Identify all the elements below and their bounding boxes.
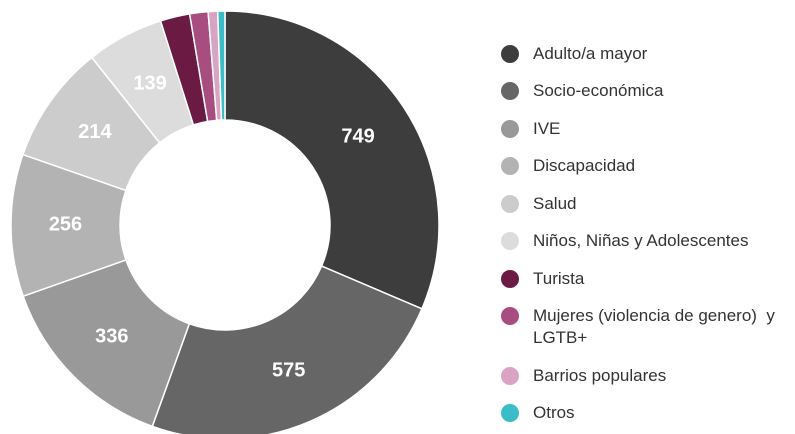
slice-label: 139: [133, 72, 166, 94]
legend-swatch: [501, 404, 519, 423]
legend-swatch: [501, 44, 519, 63]
legend-label: Otros: [533, 403, 575, 423]
legend-swatch: [501, 269, 519, 288]
legend-item: Mujeres (violencia de genero) y LGTB+: [498, 298, 795, 358]
legend-label: Adulto/a mayor: [533, 43, 648, 63]
legend-swatch: [501, 307, 519, 326]
legend-item: Socio-económica: [498, 73, 795, 111]
slice-label: 575: [272, 359, 305, 381]
legend-item: Turista: [498, 260, 795, 298]
legend-label: Discapacidad: [533, 156, 636, 176]
slice: [224, 10, 440, 310]
legend-swatch: [501, 157, 519, 176]
donut: 749 575 336 256 214 139: [10, 10, 440, 434]
legend-label: Turista: [533, 268, 585, 288]
slice-label: 214: [78, 121, 112, 143]
slice-label: 336: [95, 326, 128, 348]
legend-label: Mujeres (violencia de genero) y LGTB+: [533, 306, 780, 348]
legend-label: Niños, Niñas y Adolescentes: [533, 231, 749, 251]
legend-label: Barrios populares: [533, 365, 667, 385]
slice: [216, 10, 226, 121]
legend-label: Salud: [533, 193, 577, 213]
legend-swatch: [501, 366, 519, 385]
legend-swatch: [501, 194, 519, 213]
legend-item: IVE: [498, 110, 795, 148]
legend-label: IVE: [533, 118, 561, 138]
legend-swatch: [501, 119, 519, 138]
legend-item: Otros: [498, 395, 795, 433]
slice: [22, 258, 191, 428]
legend-item: Adulto/a mayor: [498, 35, 795, 73]
legend-item: Discapacidad: [498, 148, 795, 186]
slice: [151, 265, 423, 434]
slice-label: 256: [49, 214, 82, 236]
legend-label: Socio-económica: [533, 81, 664, 101]
slice-label: 749: [341, 125, 374, 147]
legend-swatch: [501, 232, 519, 251]
legend-swatch: [501, 82, 519, 101]
legend-item: Salud: [498, 185, 795, 223]
legend: Adulto/a mayor Socio-económica IVE Discapac…: [498, 35, 795, 432]
legend-item: Barrios populares: [498, 357, 795, 395]
legend-item: Niños, Niñas y Adolescentes: [498, 223, 795, 261]
